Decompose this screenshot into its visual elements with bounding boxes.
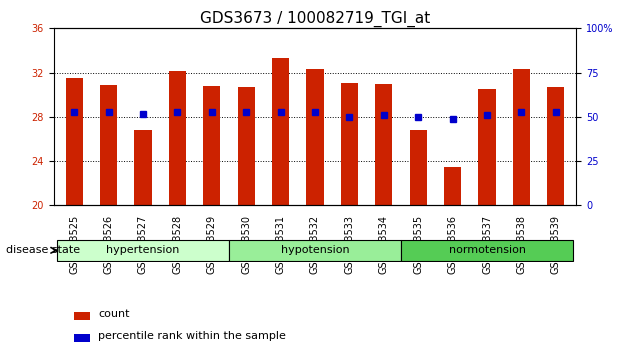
Bar: [229, 240, 401, 261]
Bar: [513, 69, 530, 205]
Bar: [57, 240, 229, 261]
Title: GDS3673 / 100082719_TGI_at: GDS3673 / 100082719_TGI_at: [200, 11, 430, 27]
Text: hypotension: hypotension: [281, 245, 349, 255]
Bar: [134, 130, 152, 205]
Bar: [272, 58, 289, 205]
Bar: [444, 167, 461, 205]
Bar: [478, 89, 496, 205]
Bar: [66, 78, 83, 205]
Bar: [100, 85, 117, 205]
Text: hypertension: hypertension: [106, 245, 180, 255]
Text: count: count: [98, 309, 130, 319]
Bar: [203, 86, 220, 205]
Bar: [401, 240, 573, 261]
Text: percentile rank within the sample: percentile rank within the sample: [98, 331, 286, 341]
Bar: [74, 312, 90, 320]
Bar: [547, 87, 564, 205]
Bar: [410, 130, 427, 205]
Bar: [238, 87, 255, 205]
Bar: [74, 334, 90, 342]
Bar: [169, 72, 186, 205]
Bar: [306, 69, 324, 205]
Bar: [375, 84, 392, 205]
Text: disease state: disease state: [6, 245, 81, 255]
Bar: [341, 82, 358, 205]
Text: normotension: normotension: [449, 245, 525, 255]
